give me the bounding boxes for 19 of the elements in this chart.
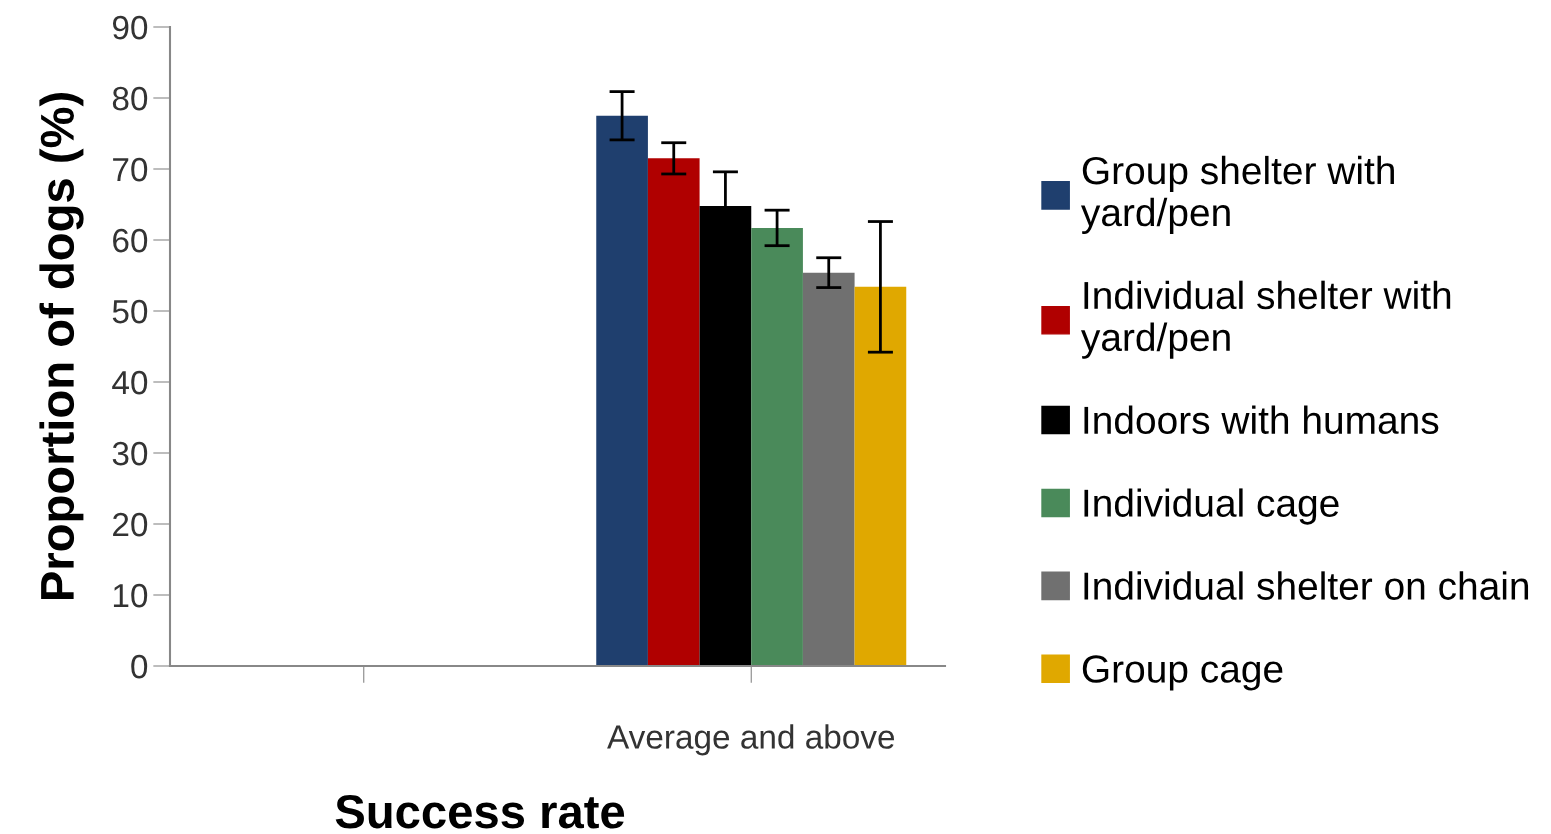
y-tick-label: 60 xyxy=(113,228,148,253)
legend-label: Group shelter with yard/pen xyxy=(1080,155,1394,235)
y-tick-label: 80 xyxy=(112,86,148,111)
legend-label: Individual cage xyxy=(1084,488,1339,525)
y-tick-label: 0 xyxy=(131,654,148,679)
x-tick-label: Average and above xyxy=(607,724,895,756)
y-tick-label: 50 xyxy=(112,299,148,324)
y-tick-label: 40 xyxy=(112,370,148,395)
y-tick-label: 70 xyxy=(113,157,148,182)
y-axis-title: Proportion of dogs (%) xyxy=(39,93,84,600)
y-tick-label: 30 xyxy=(112,441,148,466)
y-tick-label: 10 xyxy=(113,583,148,608)
legend-label: Individual shelter with yard/pen xyxy=(1080,280,1451,359)
legend-label: Individual shelter on chain xyxy=(1084,571,1529,600)
y-tick-label: 90 xyxy=(112,15,148,40)
x-axis-title: Success rate xyxy=(335,795,625,829)
y-tick-label: 20 xyxy=(113,512,148,537)
legend-label: Group cage xyxy=(1082,655,1283,691)
legend-label: Indoors with humans xyxy=(1084,405,1439,435)
